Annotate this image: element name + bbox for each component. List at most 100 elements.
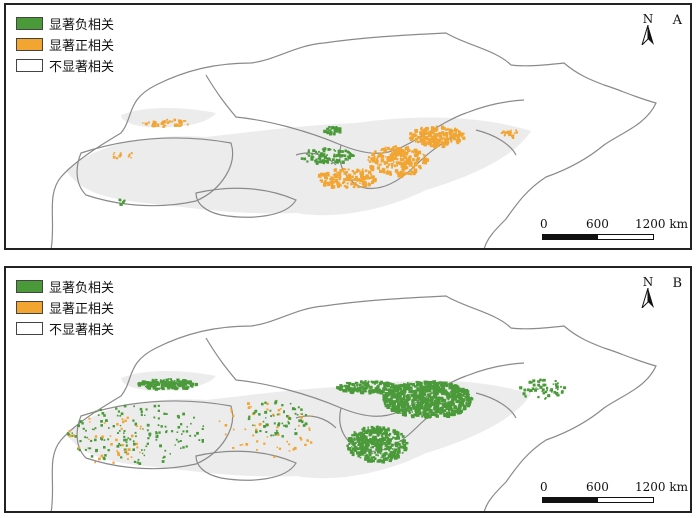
correlation-pixel bbox=[275, 429, 278, 432]
correlation-pixel bbox=[396, 158, 399, 161]
correlation-pixel bbox=[301, 420, 304, 423]
correlation-pixel bbox=[155, 378, 157, 381]
correlation-pixel bbox=[184, 120, 187, 122]
correlation-pixel bbox=[357, 444, 359, 446]
correlation-pixel bbox=[377, 441, 379, 443]
correlation-pixel bbox=[399, 150, 402, 152]
correlation-pixel bbox=[433, 141, 437, 145]
correlation-pixel bbox=[433, 413, 437, 416]
correlation-pixel bbox=[370, 446, 372, 449]
correlation-pixel bbox=[256, 449, 258, 451]
correlation-pixel bbox=[170, 382, 174, 386]
correlation-pixel bbox=[441, 392, 445, 396]
correlation-pixel bbox=[394, 437, 398, 440]
correlation-pixel bbox=[434, 407, 438, 411]
correlation-pixel bbox=[395, 386, 399, 390]
correlation-pixel bbox=[443, 405, 445, 408]
correlation-pixel bbox=[546, 386, 549, 389]
correlation-pixel bbox=[444, 402, 447, 404]
correlation-pixel bbox=[532, 383, 536, 387]
correlation-pixel bbox=[458, 396, 462, 400]
correlation-pixel bbox=[390, 456, 393, 459]
correlation-pixel bbox=[442, 398, 447, 403]
correlation-pixel bbox=[372, 175, 375, 179]
correlation-pixel bbox=[344, 385, 347, 388]
correlation-pixel bbox=[349, 387, 352, 390]
north-letter: N bbox=[642, 275, 654, 289]
correlation-pixel bbox=[395, 147, 400, 152]
correlation-pixel bbox=[409, 406, 411, 408]
correlation-pixel bbox=[377, 449, 381, 454]
correlation-pixel bbox=[391, 165, 393, 168]
correlation-pixel bbox=[168, 385, 172, 388]
correlation-pixel bbox=[324, 179, 327, 183]
correlation-pixel bbox=[241, 443, 244, 446]
correlation-pixel bbox=[428, 138, 432, 142]
correlation-pixel bbox=[185, 445, 188, 448]
correlation-pixel bbox=[395, 431, 400, 435]
correlation-pixel bbox=[337, 176, 340, 179]
correlation-pixel bbox=[85, 429, 87, 432]
correlation-pixel bbox=[300, 413, 302, 415]
correlation-pixel bbox=[167, 386, 171, 390]
correlation-pixel bbox=[371, 429, 376, 434]
correlation-pixel bbox=[418, 411, 422, 416]
correlation-pixel bbox=[274, 401, 277, 405]
correlation-pixel bbox=[317, 157, 320, 160]
correlation-pixel bbox=[409, 390, 412, 393]
correlation-pixel bbox=[330, 127, 333, 129]
correlation-pixel bbox=[432, 384, 436, 387]
correlation-pixel bbox=[449, 133, 452, 136]
correlation-pixel bbox=[396, 394, 399, 397]
correlation-pixel bbox=[438, 141, 441, 144]
correlation-pixel bbox=[116, 157, 119, 160]
correlation-pixel bbox=[258, 413, 261, 416]
correlation-pixel bbox=[304, 414, 307, 416]
correlation-pixel bbox=[108, 427, 110, 429]
correlation-pixel bbox=[456, 136, 460, 140]
correlation-pixel bbox=[318, 160, 322, 164]
correlation-pixel bbox=[381, 169, 386, 173]
correlation-pixel bbox=[174, 386, 177, 389]
correlation-pixel bbox=[392, 385, 395, 388]
correlation-pixel bbox=[357, 454, 360, 458]
correlation-pixel bbox=[447, 402, 452, 407]
correlation-pixel bbox=[266, 436, 269, 438]
correlation-pixel bbox=[336, 179, 339, 182]
correlation-pixel bbox=[394, 155, 397, 158]
correlation-pixel bbox=[368, 431, 373, 435]
correlation-pixel bbox=[389, 173, 392, 176]
correlation-pixel bbox=[363, 436, 366, 439]
correlation-pixel bbox=[510, 131, 512, 134]
correlation-pixel bbox=[436, 382, 440, 386]
correlation-pixel bbox=[296, 414, 299, 416]
correlation-pixel bbox=[430, 130, 435, 134]
correlation-pixel bbox=[373, 441, 376, 444]
correlation-pixel bbox=[333, 155, 336, 158]
correlation-pixel bbox=[328, 157, 331, 161]
correlation-pixel bbox=[125, 441, 128, 444]
correlation-pixel bbox=[155, 381, 159, 385]
correlation-pixel bbox=[458, 393, 462, 396]
correlation-pixel bbox=[145, 408, 148, 411]
correlation-pixel bbox=[152, 122, 155, 125]
correlation-pixel bbox=[232, 414, 235, 418]
correlation-pixel bbox=[127, 155, 130, 158]
correlation-pixel bbox=[361, 168, 364, 171]
correlation-pixel bbox=[327, 148, 331, 151]
correlation-pixel bbox=[396, 455, 398, 457]
correlation-pixel bbox=[354, 381, 358, 385]
correlation-pixel bbox=[411, 411, 413, 413]
correlation-pixel bbox=[445, 391, 448, 394]
correlation-pixel bbox=[452, 412, 456, 416]
correlation-pixel bbox=[361, 440, 363, 442]
correlation-pixel bbox=[338, 177, 342, 181]
correlation-pixel bbox=[138, 462, 142, 465]
correlation-pixel bbox=[310, 155, 314, 159]
correlation-pixel bbox=[330, 129, 332, 131]
correlation-pixel bbox=[378, 458, 381, 462]
correlation-pixel bbox=[336, 183, 339, 186]
correlation-pixel bbox=[360, 178, 364, 181]
correlation-pixel bbox=[161, 383, 165, 387]
correlation-pixel bbox=[466, 393, 469, 397]
